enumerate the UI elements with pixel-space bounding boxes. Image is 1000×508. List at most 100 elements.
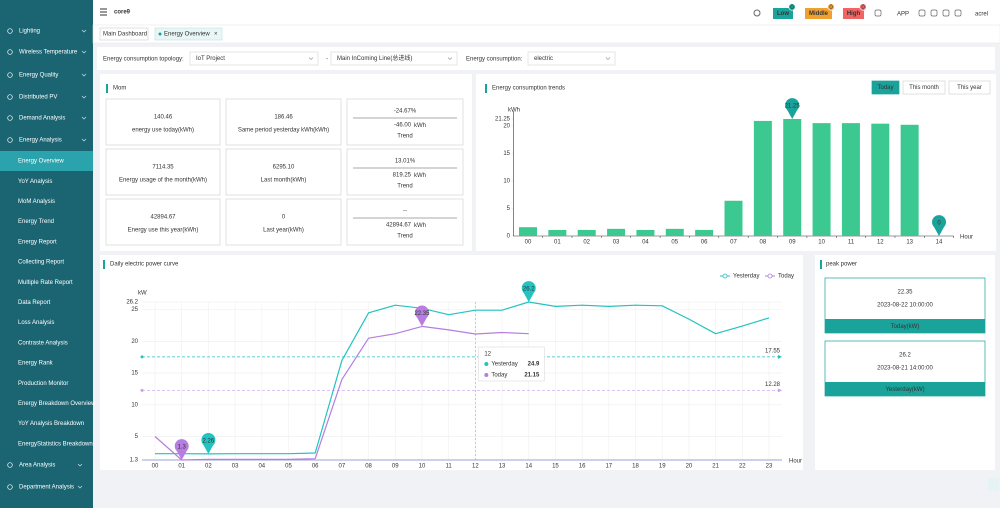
menu-item[interactable]: Energy Quality [19,73,58,79]
menu-item[interactable]: Wireless Temperature [19,50,78,56]
header-icon[interactable] [954,9,962,17]
header-icon[interactable] [930,9,938,17]
line-series [155,301,770,455]
peak-band [825,319,985,333]
peak-value: 26.2 [899,353,911,359]
submenu-item[interactable]: Energy Trend [18,219,54,225]
submenu-item[interactable]: Energy Breakdown Overview [18,401,96,407]
submenu-item[interactable]: YoY Analysis Breakdown [18,421,84,427]
filter-label: Energy consumption: [466,57,523,63]
submenu-item[interactable]: Energy Report [18,239,57,245]
submenu-item[interactable]: Data Report [18,300,51,306]
y-axis-label: kW [138,291,147,297]
marker-pin [521,281,536,302]
x-tick-label: 13 [499,464,506,470]
accent [820,260,822,269]
submenu-item[interactable]: Loss Analysis [18,320,54,326]
select-box[interactable] [330,51,458,66]
range-button[interactable] [948,80,991,95]
mark-line-label: 12.28 [765,382,781,388]
stat-card [105,148,221,196]
x-tick-label: 08 [760,240,767,246]
x-tick-label: 19 [659,464,666,470]
stat-card [346,148,464,196]
chevron [77,485,83,489]
chevron [308,57,314,60]
menu-item[interactable]: Demand Analysis [19,116,65,122]
hamburger[interactable] [100,8,107,16]
stat-value: 42894.67 [150,215,176,221]
menu-item[interactable]: Area Analysis [19,463,55,469]
y-tick-label: 10 [503,179,510,185]
marker-pin [785,98,800,119]
y-axis-label: kWh [508,108,520,114]
menu-item[interactable]: Department Analysis [19,485,74,491]
select-box[interactable] [189,51,319,66]
bar [636,229,655,236]
bar [900,124,919,236]
submenu-item[interactable]: YoY Analysis [18,179,52,185]
accent [485,84,487,93]
alert-label: High [847,11,861,17]
mark-line-start [140,388,144,392]
submenu-item[interactable]: Contraste Analysis [18,340,68,346]
x-tick-label: 18 [632,464,639,470]
tab-active[interactable] [154,27,223,41]
stat-label: energy use today(kWh) [132,128,194,134]
range-button[interactable] [902,80,946,95]
y-tick-label: 21.25 [495,117,511,123]
y-tick-label: 25 [131,307,138,313]
bar [871,123,890,236]
app-link: APP [897,12,909,18]
select-box[interactable] [527,51,616,66]
x-tick-label: 03 [232,464,239,470]
range-button[interactable] [871,80,900,95]
header-icon[interactable] [942,9,950,17]
x-tick-label: 00 [525,240,532,246]
header-icon[interactable] [918,9,926,17]
tab[interactable] [99,27,149,41]
sidebar-menu: Lighting Wireless Temperature Energy Quali… [7,28,96,491]
alert-badge[interactable] [773,8,793,19]
range-button-label: This month [909,85,939,91]
stat-label: Same period yesterday kWh(kWh) [238,128,329,134]
select-value: Main InComing Line(总进线) [337,54,412,62]
submenu-item[interactable]: Collecting Report [18,260,64,266]
chevron [81,138,87,142]
x-tick-label: 09 [392,464,399,470]
stat-label: Last year(kWh) [263,228,304,234]
menu-item[interactable]: Energy Analysis [19,138,62,144]
trend-diff: 819.25 [393,173,412,179]
filter-separator: - [326,57,328,63]
header-icon[interactable] [874,9,882,17]
submenu-item[interactable]: Production Monitor [18,381,68,387]
submenu-item[interactable]: MoM Analysis [18,199,55,205]
submenu-item[interactable]: Multiple Rate Report [18,280,73,286]
trend-label: Trend [397,234,412,240]
menu-icon [7,94,13,100]
chevron [81,116,87,120]
legend-dot [767,273,773,279]
x-axis-label: Hour [960,235,973,241]
marker-pin [414,305,429,327]
x-tick-label: 01 [554,240,561,246]
range-button-label: Today [877,85,893,91]
search-icon[interactable] [753,9,761,17]
bar [783,119,802,236]
alert-badge[interactable] [843,8,864,19]
submenu-item[interactable]: Energy Rank [18,361,54,367]
corner-icon[interactable] [988,478,999,491]
tooltip-value: 21.15 [524,373,540,379]
submenu-item[interactable]: EnergyStatistics Breakdown [18,441,93,447]
alert-badge[interactable] [805,8,832,19]
alert-count-bg [859,3,867,11]
panel-title: Daily electric power curve [110,262,179,268]
x-tick-label: 00 [152,464,159,470]
menu-item[interactable]: Lighting [19,29,40,35]
marker-label: 26.2 [523,287,535,293]
marker-pin [201,433,216,454]
x-tick-label: 13 [906,240,913,246]
menu-item[interactable]: Distributed PV [19,95,57,101]
submenu-item[interactable]: Energy Overview [18,159,64,165]
tooltip-value: 24.9 [528,362,540,368]
